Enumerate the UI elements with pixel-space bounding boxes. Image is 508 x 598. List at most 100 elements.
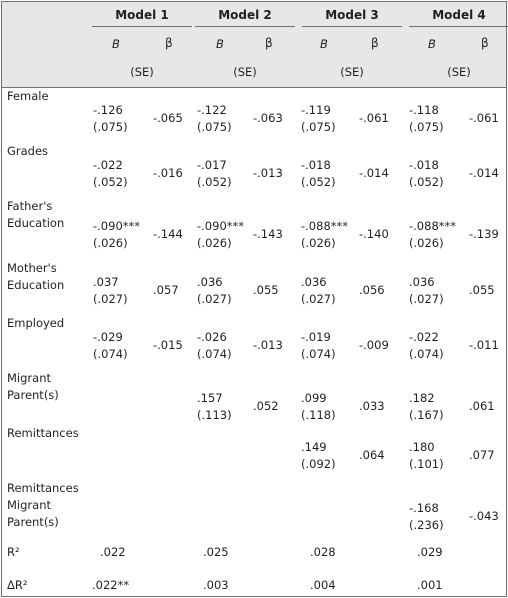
dr2-value: .004 <box>310 578 336 592</box>
se-header: (SE) <box>233 65 257 79</box>
b-value: -.018 <box>409 158 439 172</box>
se-header: (SE) <box>340 65 364 79</box>
b-value: -.090*** <box>197 219 245 233</box>
model-underline <box>195 26 295 27</box>
coef-beta-header: β <box>265 36 273 50</box>
b-value: -.029 <box>93 330 123 344</box>
se-value: (.075) <box>197 120 232 134</box>
beta-value: -.063 <box>253 111 283 125</box>
model-underline <box>409 26 508 27</box>
beta-value: -.140 <box>359 227 389 241</box>
beta-value: .064 <box>359 448 385 462</box>
r2-value: .025 <box>203 545 229 559</box>
r2-value: .029 <box>417 545 443 559</box>
se-value: (.075) <box>301 120 336 134</box>
se-value: (.027) <box>409 292 444 306</box>
row-label: Parent(s) <box>7 388 59 402</box>
b-value: .149 <box>301 440 327 454</box>
se-value: (.027) <box>197 292 232 306</box>
beta-value: -.011 <box>469 338 499 352</box>
b-value: -.018 <box>301 158 331 172</box>
model-header: Model 1 <box>115 8 169 22</box>
coef-b-header: B <box>216 37 224 51</box>
row-label: Mother's <box>7 261 57 275</box>
b-value: .099 <box>301 391 327 405</box>
row-label: Father's <box>7 199 53 213</box>
b-value: -.119 <box>301 103 331 117</box>
b-value: -.022 <box>409 330 439 344</box>
b-value: .182 <box>409 391 435 405</box>
b-value: .036 <box>197 275 223 289</box>
model-header: Model 3 <box>325 8 379 22</box>
coef-beta-header: β <box>481 36 489 50</box>
b-value: -.088*** <box>409 219 457 233</box>
beta-value: .077 <box>469 448 495 462</box>
dr2-value: .001 <box>417 578 443 592</box>
beta-value: -.139 <box>469 227 499 241</box>
se-header: (SE) <box>130 65 154 79</box>
b-value: .036 <box>301 275 327 289</box>
beta-value: -.144 <box>153 227 183 241</box>
b-value: -.019 <box>301 330 331 344</box>
b-value: .157 <box>197 391 223 405</box>
b-value: -.090*** <box>93 219 141 233</box>
row-label: Education <box>7 216 65 230</box>
se-value: (.167) <box>409 408 444 422</box>
beta-value: -.015 <box>153 338 183 352</box>
dr2-value: .022** <box>92 578 130 592</box>
coef-b-header: B <box>320 37 328 51</box>
r2-label: R² <box>7 545 20 559</box>
b-value: .037 <box>93 275 119 289</box>
r2-value: .022 <box>100 545 126 559</box>
se-value: (.052) <box>197 175 232 189</box>
se-value: (.052) <box>301 175 336 189</box>
model-underline <box>92 26 192 27</box>
model-underline <box>302 26 402 27</box>
row-label: Parent(s) <box>7 515 59 529</box>
beta-value: .055 <box>469 283 495 297</box>
se-value: (.027) <box>93 292 128 306</box>
beta-value: -.013 <box>253 166 283 180</box>
coef-b-header: B <box>112 37 120 51</box>
se-value: (.074) <box>93 347 128 361</box>
beta-value: .061 <box>469 399 495 413</box>
se-value: (.075) <box>409 120 444 134</box>
beta-value: .055 <box>253 283 279 297</box>
beta-value: -.016 <box>153 166 183 180</box>
row-label: Female <box>7 89 49 103</box>
beta-value: -.014 <box>359 166 389 180</box>
beta-value: -.014 <box>469 166 499 180</box>
dr2-label: ΔR² <box>7 578 28 592</box>
b-value: .036 <box>409 275 435 289</box>
beta-value: -.065 <box>153 111 183 125</box>
row-label: Migrant <box>7 498 51 512</box>
beta-value: .056 <box>359 283 385 297</box>
se-value: (.026) <box>197 236 232 250</box>
beta-value: -.061 <box>469 111 499 125</box>
beta-value: .052 <box>253 399 279 413</box>
se-value: (.074) <box>409 347 444 361</box>
se-value: (.113) <box>197 408 232 422</box>
coef-beta-header: β <box>165 36 173 50</box>
se-value: (.052) <box>93 175 128 189</box>
b-value: -.022 <box>93 158 123 172</box>
coef-beta-header: β <box>371 36 379 50</box>
beta-value: -.143 <box>253 227 283 241</box>
model-header: Model 2 <box>218 8 272 22</box>
se-value: (.026) <box>301 236 336 250</box>
row-label: Employed <box>7 316 65 330</box>
beta-value: -.009 <box>359 338 389 352</box>
se-value: (.052) <box>409 175 444 189</box>
coef-b-header: B <box>428 37 436 51</box>
row-label: Remittances <box>7 481 79 495</box>
beta-value: -.013 <box>253 338 283 352</box>
r2-value: .028 <box>310 545 336 559</box>
se-value: (.026) <box>93 236 128 250</box>
se-value: (.075) <box>93 120 128 134</box>
b-value: .180 <box>409 440 435 454</box>
se-value: (.027) <box>301 292 336 306</box>
se-value: (.026) <box>409 236 444 250</box>
beta-value: .033 <box>359 399 385 413</box>
b-value: -.126 <box>93 103 123 117</box>
